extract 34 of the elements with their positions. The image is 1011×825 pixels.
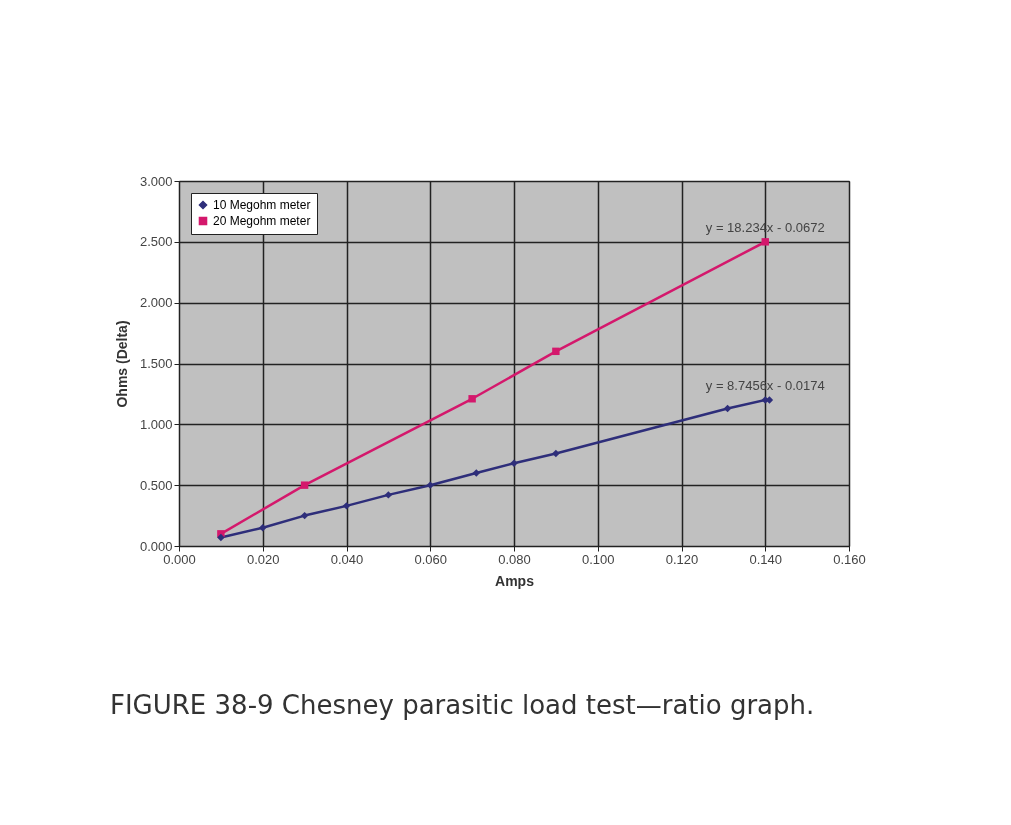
x-tick-label: 0.040 bbox=[330, 551, 364, 567]
point bbox=[384, 491, 393, 499]
point bbox=[259, 524, 267, 532]
point bbox=[300, 511, 309, 520]
y-tick-label: 2.500 bbox=[139, 234, 173, 250]
x-tick-label: 0.160 bbox=[833, 551, 866, 567]
y-tick-label: 0.000 bbox=[139, 538, 173, 554]
x-tick-label: 0.100 bbox=[581, 551, 615, 567]
point bbox=[723, 404, 732, 413]
point bbox=[300, 481, 309, 489]
y-tick-label: 2.000 bbox=[139, 295, 173, 311]
y-tick-label: 3.000 bbox=[139, 173, 173, 189]
point bbox=[217, 533, 225, 542]
x-axis-title: Amps bbox=[495, 572, 535, 589]
point bbox=[342, 502, 351, 510]
y-tick-label: 1.500 bbox=[139, 356, 173, 371]
x-tick-label: 0.020 bbox=[246, 551, 280, 567]
point bbox=[472, 469, 481, 477]
y-tick-label: 1.000 bbox=[139, 416, 173, 432]
x-tick-label: 0.120 bbox=[665, 551, 699, 567]
point bbox=[552, 449, 560, 458]
legend-label: 20 Megohm meter bbox=[213, 214, 311, 228]
y-axis-title: Ohms (Delta) bbox=[113, 320, 130, 408]
y-tick-label: 0.500 bbox=[139, 477, 173, 493]
x-tick-label: 0.140 bbox=[749, 551, 783, 567]
point bbox=[552, 347, 560, 356]
point bbox=[468, 395, 476, 403]
x-tick-label: 0.060 bbox=[414, 551, 448, 567]
x-tick-label: 0.000 bbox=[163, 551, 196, 567]
caption: FIGURE 38-9 Chesney parasitic load test—ratio graph. bbox=[110, 690, 815, 720]
legend-label: 10 Megohm meter bbox=[213, 198, 311, 212]
point bbox=[761, 238, 769, 246]
point bbox=[426, 481, 434, 489]
x-tick-label: 0.080 bbox=[498, 551, 531, 567]
